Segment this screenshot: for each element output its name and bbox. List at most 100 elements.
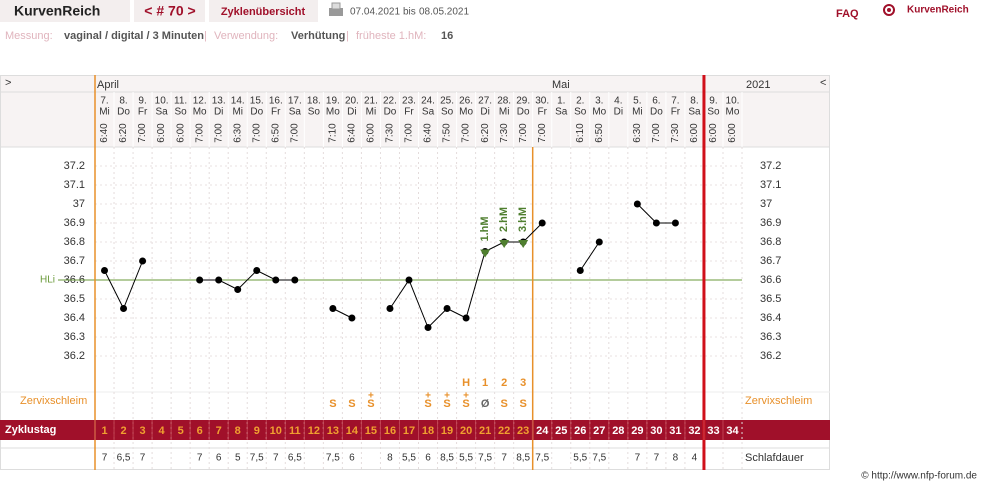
day-number: 8. xyxy=(690,96,698,107)
temperature-point xyxy=(633,200,641,208)
weekday: Mo xyxy=(459,107,473,118)
faq-link[interactable]: FAQ xyxy=(836,8,859,20)
cycle-day: 22 xyxy=(498,425,510,437)
cycle-day: 30 xyxy=(650,425,662,437)
measure-time: 6:20 xyxy=(118,123,129,143)
weekday: Mo xyxy=(592,107,606,118)
weekday: Fr xyxy=(138,107,148,118)
day-number: 1. xyxy=(557,96,565,107)
weekday: So xyxy=(441,107,454,118)
y-tick-label: 36.4 xyxy=(64,312,85,324)
weekday: Mo xyxy=(193,107,207,118)
weekday: Di xyxy=(214,107,223,118)
measure-time: 6:00 xyxy=(366,123,377,143)
day-number: 19. xyxy=(326,96,340,107)
footer: © http://www.nfp-forum.de xyxy=(861,471,977,482)
day-number: 28. xyxy=(497,96,511,107)
weekday: Sa xyxy=(289,107,302,118)
measure-time: 6:40 xyxy=(423,123,434,143)
cycle-day: 15 xyxy=(365,425,377,437)
overview-box[interactable] xyxy=(209,0,318,22)
weekday: Do xyxy=(650,107,663,118)
info-label: Messung: xyxy=(5,30,53,42)
day-number: 16. xyxy=(269,96,283,107)
peak-label: H xyxy=(462,377,470,389)
sleep-value: 7 xyxy=(273,453,279,464)
cycle-day: 34 xyxy=(726,425,739,437)
sleep-value: 7 xyxy=(654,453,660,464)
hm-marker xyxy=(499,240,510,248)
day-number: 8. xyxy=(119,96,127,107)
row-label: Schlafdauer xyxy=(745,452,804,464)
row-label: Zervixschleim xyxy=(20,395,87,407)
cycle-day: 23 xyxy=(517,425,529,437)
y-tick-label: 36.2 xyxy=(64,350,85,362)
measure-time: 6:40 xyxy=(99,123,110,143)
peak-label: 3 xyxy=(520,377,526,389)
day-number: 6. xyxy=(652,96,660,107)
weekday: Do xyxy=(517,107,530,118)
hm-marker xyxy=(518,240,529,248)
cycle-nav-box[interactable] xyxy=(134,0,205,22)
cervix-plus: + xyxy=(368,391,374,402)
sleep-value: 6 xyxy=(216,453,222,464)
y-tick-label: 36.2 xyxy=(760,350,781,362)
day-number: 22. xyxy=(383,96,397,107)
sleep-value: 6,5 xyxy=(288,453,302,464)
day-number: 10. xyxy=(726,96,740,107)
printer-icon[interactable] xyxy=(329,2,343,16)
temperature-point xyxy=(215,276,223,284)
cover-line-label: HLi xyxy=(40,275,55,286)
temperature-point xyxy=(576,267,584,274)
hm-label: 1.hM xyxy=(479,216,491,241)
day-number: 15. xyxy=(250,96,264,107)
temperature-point xyxy=(462,314,470,322)
measure-time: 7:00 xyxy=(213,123,224,143)
measure-time: 7:30 xyxy=(670,123,681,143)
temperature-point xyxy=(443,305,451,312)
day-number: 7. xyxy=(100,96,108,107)
day-number: 17. xyxy=(288,96,302,107)
weekday: So xyxy=(707,107,720,118)
weekday: Di xyxy=(614,107,623,118)
y-tick-label: 36.8 xyxy=(64,236,85,248)
y-tick-label: 37.2 xyxy=(64,160,85,172)
sleep-value: 7,5 xyxy=(535,453,549,464)
y-tick-label: 36.7 xyxy=(760,255,781,267)
measure-time: 7:00 xyxy=(518,123,529,143)
day-number: 14. xyxy=(231,96,245,107)
measure-time: 7:00 xyxy=(404,123,415,143)
weekday: Do xyxy=(384,107,397,118)
temperature-point xyxy=(538,219,546,227)
weekday: Sa xyxy=(688,107,701,118)
day-number: 29. xyxy=(516,96,530,107)
measure-time: 6:20 xyxy=(480,123,491,143)
nav-right[interactable]: < xyxy=(820,77,826,89)
y-tick-label: 36.4 xyxy=(760,312,781,324)
cycle-day: 31 xyxy=(669,425,681,437)
sleep-value: 7 xyxy=(140,453,146,464)
weekday: Fr xyxy=(271,107,281,118)
weekday: Mo xyxy=(726,107,740,118)
weekday: Fr xyxy=(671,107,681,118)
info-value: Verhütung xyxy=(291,30,345,42)
overview-link[interactable]: Zyklenübersicht xyxy=(221,6,306,18)
day-number: 30. xyxy=(535,96,549,107)
weekday: Di xyxy=(480,107,489,118)
cycle-day: 21 xyxy=(479,425,491,437)
cervix-mark: S xyxy=(348,398,355,410)
y-tick-label: 37.1 xyxy=(64,179,85,191)
cycle-nav[interactable]: < # 70 > xyxy=(144,3,195,19)
logo-icon xyxy=(883,4,895,16)
info-value: vaginal / digital / 3 Minuten xyxy=(64,30,204,42)
nav-left[interactable]: > xyxy=(5,77,11,89)
info-label: früheste 1.hM: xyxy=(356,30,426,42)
y-tick-label: 36.8 xyxy=(760,236,781,248)
day-number: 9. xyxy=(709,96,717,107)
sleep-value: 7,5 xyxy=(592,453,606,464)
day-number: 18. xyxy=(307,96,321,107)
measure-time: 7:00 xyxy=(137,123,148,143)
day-number: 13. xyxy=(212,96,226,107)
separator: | xyxy=(204,30,207,42)
